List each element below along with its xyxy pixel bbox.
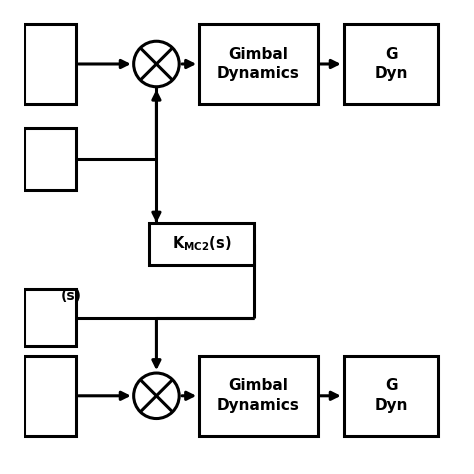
Text: (s): (s) [61, 289, 82, 303]
Bar [24, 24, 76, 104]
Text: $\mathbf{K_{MC2}(s)}$: $\mathbf{K_{MC2}(s)}$ [172, 235, 231, 254]
Bar [199, 356, 318, 436]
Circle shape [134, 373, 179, 419]
Bar [24, 356, 76, 436]
Bar [199, 24, 318, 104]
Bar [344, 356, 438, 436]
Bar [149, 223, 254, 265]
Bar [24, 128, 76, 190]
Text: Gimbal
Dynamics: Gimbal Dynamics [217, 46, 300, 82]
Text: G
Dyn: G Dyn [374, 378, 408, 413]
Text: G
Dyn: G Dyn [374, 46, 408, 82]
Bar [24, 289, 76, 346]
Bar [344, 24, 438, 104]
Text: Gimbal
Dynamics: Gimbal Dynamics [217, 378, 300, 413]
Circle shape [134, 41, 179, 87]
